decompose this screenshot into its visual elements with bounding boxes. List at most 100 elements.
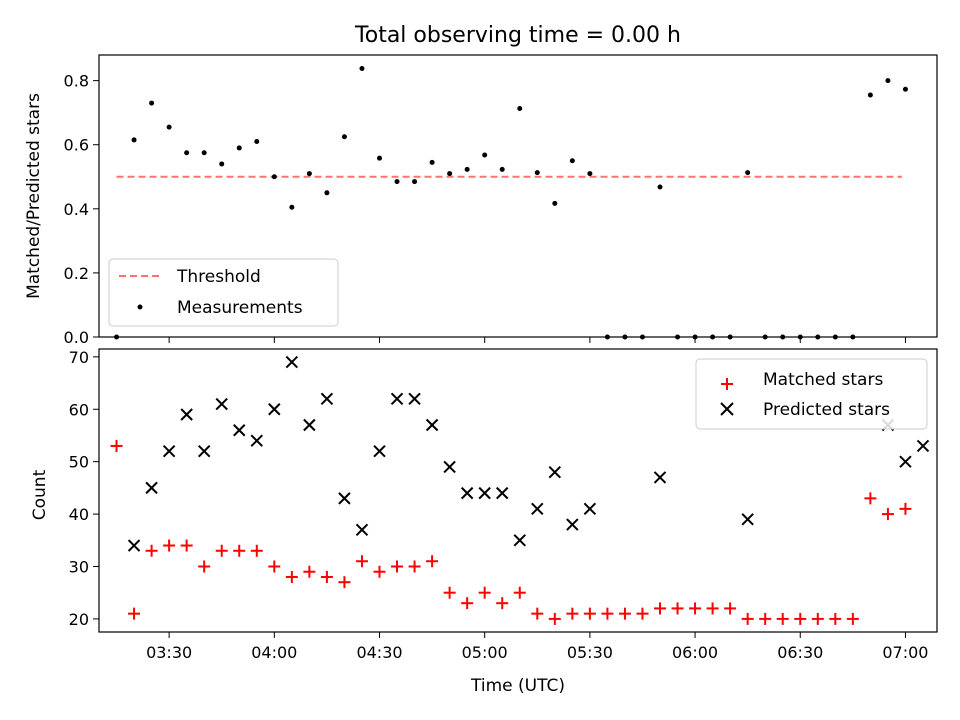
matched-star-point — [338, 576, 351, 589]
count-plot-frame — [98, 348, 938, 633]
predicted-star-point — [478, 486, 491, 500]
ratio-y-tick-label: 0.0 — [64, 328, 89, 347]
matched-star-point — [355, 555, 368, 568]
matched-star-point — [513, 586, 526, 599]
predicted-star-point — [303, 418, 316, 432]
ratio-panel: 0.00.20.40.60.8 Matched/Predicted stars … — [24, 54, 938, 347]
count-y-axis-label: Count — [30, 469, 50, 520]
predicted-star-point — [268, 403, 281, 416]
measurement-point — [201, 150, 207, 156]
measurement-point — [254, 139, 260, 145]
measurement-point — [867, 92, 873, 98]
ratio-legend-box — [108, 258, 339, 327]
x-tick-label: 06:00 — [672, 643, 718, 662]
matched-star-point — [618, 607, 631, 620]
matched-star-point — [110, 439, 123, 452]
x-tick-label: 04:00 — [251, 643, 297, 662]
measurement-point — [517, 106, 523, 112]
matched-star-point — [180, 539, 193, 552]
measurement-point — [394, 179, 400, 185]
measurement-point — [657, 184, 663, 190]
predicted-star-point — [320, 392, 334, 405]
matched-star-point — [198, 560, 211, 573]
predicted-legend-label: Predicted stars — [763, 400, 890, 420]
measurement-point — [464, 166, 470, 172]
predicted-star-point — [496, 486, 509, 500]
matched-star-point — [636, 607, 649, 620]
matched-star-point — [268, 560, 281, 573]
matched-star-point — [285, 570, 298, 583]
matched-star-point — [408, 560, 421, 573]
measurement-point — [166, 124, 172, 130]
predicted-star-point — [566, 518, 579, 531]
predicted-star-point — [513, 534, 526, 547]
measurement-point — [780, 334, 786, 340]
count-y-tick-label: 60 — [69, 400, 89, 419]
matched-star-point — [601, 607, 614, 620]
predicted-star-point — [531, 502, 544, 516]
measurement-point — [499, 166, 505, 172]
matched-star-point — [531, 607, 544, 620]
predicted-star-point — [899, 455, 912, 468]
x-tick-label: 05:00 — [462, 643, 508, 662]
count-legend-box — [695, 358, 928, 430]
measurement-point — [184, 150, 190, 156]
measurement-point — [289, 204, 295, 210]
matched-star-point — [566, 607, 579, 620]
measurement-point — [534, 170, 540, 176]
measurement-point — [114, 334, 120, 340]
measurement-point — [850, 334, 856, 340]
measurement-point — [604, 334, 610, 340]
matched-star-point — [706, 602, 719, 615]
predicted-star-point — [583, 502, 597, 516]
matched-star-point — [478, 586, 491, 599]
measurement-point — [552, 200, 558, 206]
measurement-point — [569, 158, 575, 164]
ratio-x-ticks — [168, 337, 906, 343]
matched-star-point — [443, 586, 456, 599]
matched-star-point — [724, 602, 737, 615]
measurement-point — [429, 159, 435, 165]
count-panel: 20 30 40 50 60 70 03:30 04:00 04:30 05:00 05:30 06… — [30, 348, 938, 696]
count-y-ticks: 20 30 40 50 60 70 — [69, 348, 99, 629]
matched-star-point — [215, 544, 228, 557]
matched-star-point — [846, 612, 859, 625]
matched-star-point — [163, 539, 176, 552]
matched-star-point — [583, 607, 596, 620]
matched-legend-label: Matched stars — [763, 370, 883, 390]
measurement-point — [762, 334, 768, 340]
predicted-star-point — [408, 392, 421, 405]
matched-star-point — [461, 597, 474, 610]
matched-star-point — [373, 565, 386, 578]
measurement-point — [412, 179, 418, 185]
measurement-point — [622, 334, 628, 340]
predicted-star-point — [425, 418, 439, 432]
predicted-star-point — [460, 486, 474, 500]
measurement-point — [341, 134, 347, 140]
x-tick-label: 03:30 — [146, 643, 192, 662]
measurement-point — [306, 171, 312, 177]
ratio-y-tick-label: 0.8 — [64, 72, 89, 91]
matched-star-point — [250, 544, 263, 557]
predicted-star-point — [916, 439, 930, 453]
predicted-star-point — [390, 392, 404, 405]
count-y-tick-label: 50 — [69, 453, 89, 472]
predicted-star-point — [741, 513, 754, 526]
measurement-point — [271, 174, 277, 180]
x-tick-label: 07:00 — [882, 643, 928, 662]
predicted-star-point — [127, 539, 141, 552]
matched-star-point — [689, 602, 702, 615]
measurement-point — [675, 334, 681, 340]
matched-star-point — [899, 502, 912, 515]
matched-star-point — [391, 560, 404, 573]
matched-star-point — [320, 570, 333, 583]
predicted-star-point — [653, 471, 667, 484]
predicted-star-point — [145, 481, 158, 495]
matched-star-point — [128, 607, 141, 620]
measurement-point — [727, 334, 733, 340]
matched-star-point — [794, 612, 807, 625]
measurement-point — [745, 170, 751, 176]
measurement-point — [359, 65, 365, 71]
predicted-star-point — [180, 408, 193, 421]
